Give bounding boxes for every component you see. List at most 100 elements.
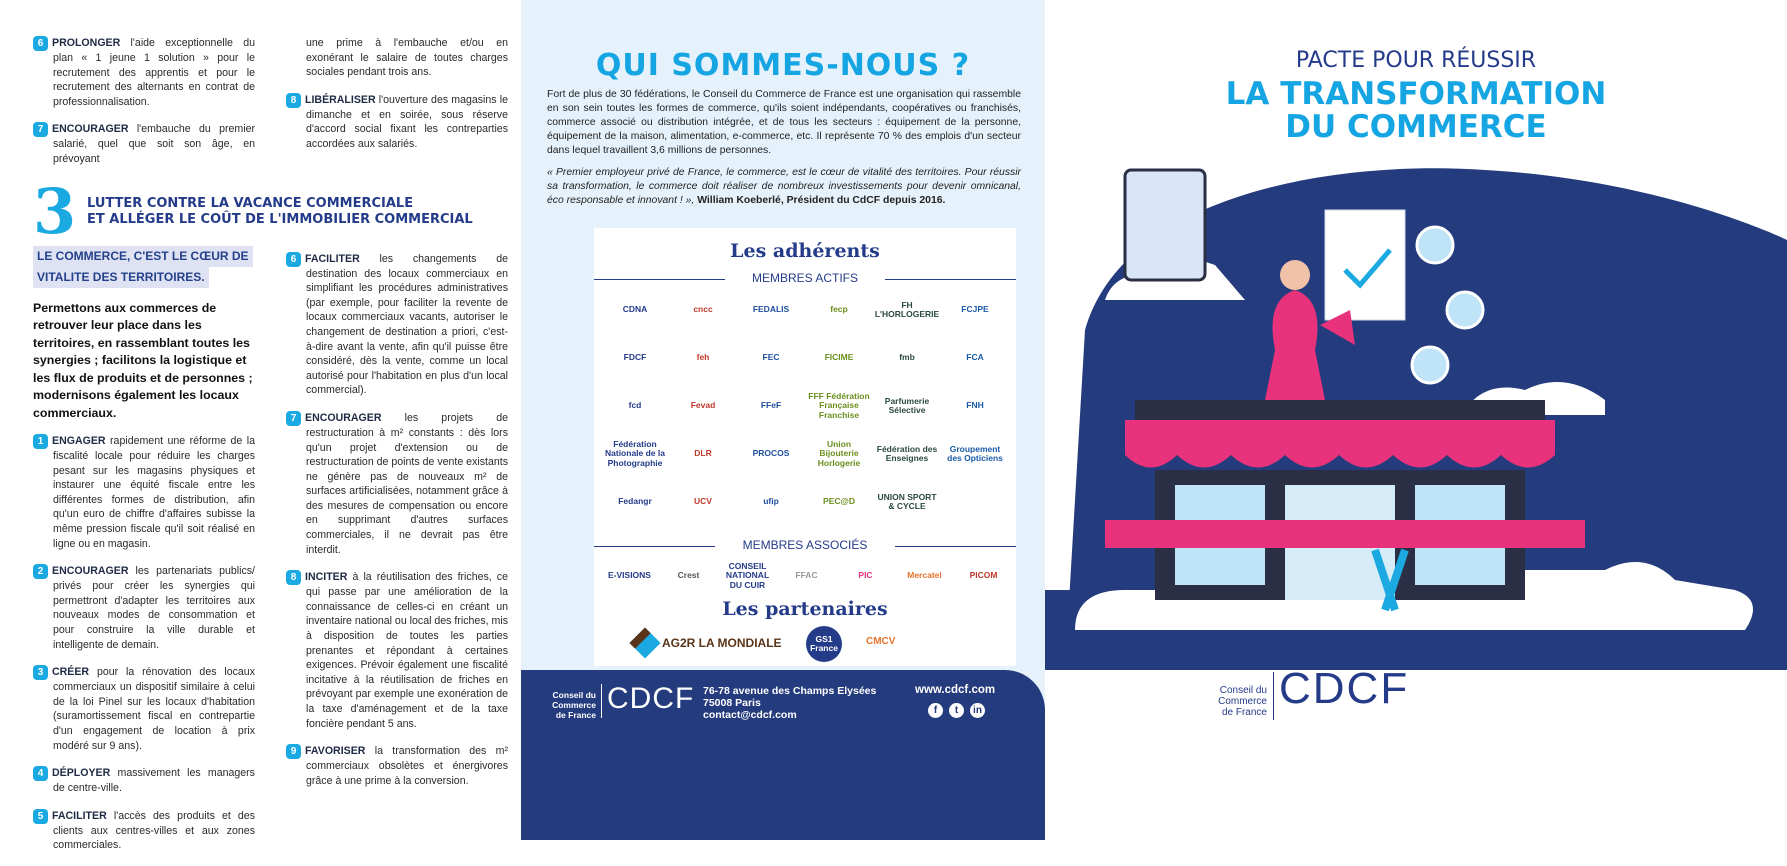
facebook-icon[interactable]: f xyxy=(928,703,943,718)
member-logo: Fedangr xyxy=(618,496,652,507)
member-logo: Groupement des Opticiens xyxy=(947,443,1003,463)
number-badge: 5 xyxy=(33,808,48,824)
avatar-icon xyxy=(1415,225,1455,265)
member-logo: PROCOS xyxy=(752,448,790,459)
address-line: 76-78 avenue des Champs Elysées xyxy=(703,685,877,697)
number-badge: 7 xyxy=(286,410,301,426)
about-paragraph: Fort de plus de 30 fédérations, le Conse… xyxy=(547,89,1021,156)
measure-verb: CRÉER xyxy=(52,666,90,679)
member-logo: fmb xyxy=(899,352,915,363)
member-logo: FFF Fédération Française Franchise xyxy=(808,390,870,420)
number-badge: 1 xyxy=(33,434,48,450)
middle-panel: QUI SOMMES-NOUS ? Fort de plus de 30 féd… xyxy=(521,0,1045,840)
member-logo: feh xyxy=(696,352,710,363)
highlight-line: VITALITE DES TERRITOIRES. xyxy=(33,266,209,288)
email-link[interactable]: contact@cdcf.com xyxy=(703,709,797,721)
measure-verb: ENCOURAGER xyxy=(52,565,129,578)
measure-text: l'ouverture des magasins le dimanche et … xyxy=(306,93,508,150)
measure-verb: INCITER xyxy=(305,571,348,584)
measure-verb: PROLONGER xyxy=(52,37,121,49)
member-logo: FNH xyxy=(966,400,984,411)
divider xyxy=(601,684,602,718)
ribbon xyxy=(1105,520,1585,548)
org-line: de France xyxy=(1221,707,1267,718)
number-badge: 9 xyxy=(286,744,301,760)
awning xyxy=(1125,420,1555,468)
member-logo: cncc xyxy=(693,304,713,315)
number-badge: 2 xyxy=(33,564,48,580)
measure-verb: ENCOURAGER xyxy=(305,411,382,424)
measure-verb: FACILITER xyxy=(305,252,360,265)
phone-icon xyxy=(1123,168,1207,282)
partners-title: Les partenaires xyxy=(722,598,888,620)
megaphone-icon xyxy=(1320,310,1355,345)
measure-item: 4 DÉPLOYER massivement les managers de ce… xyxy=(33,766,255,796)
website-link[interactable]: www.cdcf.com xyxy=(915,684,996,696)
number-badge: 6 xyxy=(286,251,301,267)
number-badge: 3 xyxy=(33,665,48,681)
measure-text: la transformation des m² commerciaux obs… xyxy=(306,745,508,787)
cover-subtitle: PACTE POUR RÉUSSIR xyxy=(1295,48,1537,73)
org-line: de France xyxy=(555,710,596,720)
highlight-block: LE COMMERCE, C'EST LE CŒUR DE VITALITE D… xyxy=(33,245,255,288)
cover-title: LA TRANSFORMATION DU COMMERCE xyxy=(1045,78,1787,144)
measure-item: 9 FAVORISER la transformation des m² comm… xyxy=(286,744,508,788)
members-box: Les adhérents MEMBRES ACTIFS CDNA cncc FED… xyxy=(594,228,1016,666)
document-icon xyxy=(1324,209,1406,321)
number-badge: 6 xyxy=(33,36,48,51)
partner-logo-gs1: GS1 France xyxy=(806,626,842,662)
ag2r-logo-icon xyxy=(629,627,661,659)
measure-item: 1 ENGAGER rapidement une réforme de la fi… xyxy=(33,434,255,551)
section-header: 3 LUTTER CONTRE LA VACANCE COMMERCIALE E… xyxy=(33,174,508,248)
measure-text: massivement les managers de centre-ville… xyxy=(53,767,255,795)
measure-item: 2 ENCOURAGER les partenariats publics/ pr… xyxy=(33,564,255,652)
measure-text: à la réutilisation des friches, ce qui p… xyxy=(306,571,508,730)
avatar-icon xyxy=(1410,345,1450,385)
number-badge: 7 xyxy=(33,122,48,138)
measure-text: rapidement une réforme de la fiscalité l… xyxy=(53,435,255,550)
linkedin-icon[interactable]: in xyxy=(970,703,985,718)
measure-text: l'embauche du premier salarié, quel que … xyxy=(53,123,255,165)
measure-text: les changements de destination des locau… xyxy=(306,252,508,397)
member-logo: FCA xyxy=(966,352,984,363)
associated-member-logo: FFAC xyxy=(795,570,818,581)
quote-text: « Premier employeur privé de France, le … xyxy=(547,167,1021,206)
member-logo: fcd xyxy=(628,400,642,411)
member-logo: CDNA xyxy=(622,304,648,315)
cover-title-line: DU COMMERCE xyxy=(1285,109,1547,145)
member-logo: Fédération Nationale de la Photographie xyxy=(605,438,665,468)
about-text: Fort de plus de 30 fédérations, le Conse… xyxy=(547,88,1021,208)
measure-verb: ENCOURAGER xyxy=(52,123,129,136)
section-intro: Permettons aux commerces de retrouver le… xyxy=(33,300,253,420)
measure-verb: DÉPLOYER xyxy=(52,767,111,780)
associated-members-label: MEMBRES ASSOCIÉS xyxy=(715,538,895,552)
left-panel: 6 PROLONGER l'aide exceptionnelle du plan… xyxy=(33,36,508,866)
member-logo: Union Bijouterie Horlogerie xyxy=(817,438,861,468)
member-logo: UCV xyxy=(694,496,712,507)
measure-verb: FAVORISER xyxy=(305,745,366,758)
cover-title-line: LA TRANSFORMATION xyxy=(1225,76,1607,112)
member-logo: FDCF xyxy=(623,352,647,363)
top-columns: 6 PROLONGER l'aide exceptionnelle du plan… xyxy=(33,36,508,180)
org-line: Conseil du xyxy=(552,690,596,700)
divider xyxy=(1273,672,1274,720)
section-title-line: ET ALLÉGER LE COÛT DE L'IMMOBILIER COMME… xyxy=(87,211,473,227)
right-panel: PACTE POUR RÉUSSIR LA TRANSFORMATION DU … xyxy=(1045,0,1787,840)
partner-name: AG2R LA MONDIALE xyxy=(662,636,782,650)
member-logo: Fédération des Enseignes xyxy=(876,443,938,463)
associated-member-logo: PIC xyxy=(858,570,873,581)
footer: Conseil du Commerce de France CDCF 76-78… xyxy=(521,670,1045,840)
woman-with-megaphone xyxy=(1265,290,1325,400)
measure-item: 6 FACILITER les changements de destinatio… xyxy=(286,251,508,398)
measure-text: les projets de restructuration à m² cons… xyxy=(306,411,508,556)
associated-member-logo: CONSEIL NATIONAL DU CUIR xyxy=(725,560,770,590)
member-logo: FH L'HORLOGERIE xyxy=(874,299,940,319)
section-number: 3 xyxy=(33,174,77,248)
active-members-label: MEMBRES ACTIFS xyxy=(725,271,885,285)
top-col2: une prime à l'embauche et/ou en exonéran… xyxy=(286,36,508,180)
scissors-icon xyxy=(1371,548,1409,612)
section-col1: LE COMMERCE, C'EST LE CŒUR DE VITALITE D… xyxy=(33,245,255,866)
twitter-icon[interactable]: t xyxy=(949,703,964,718)
member-logo: ufip xyxy=(763,496,779,507)
measure-item: 7 ENCOURAGER l'embauche du premier salari… xyxy=(33,122,255,166)
